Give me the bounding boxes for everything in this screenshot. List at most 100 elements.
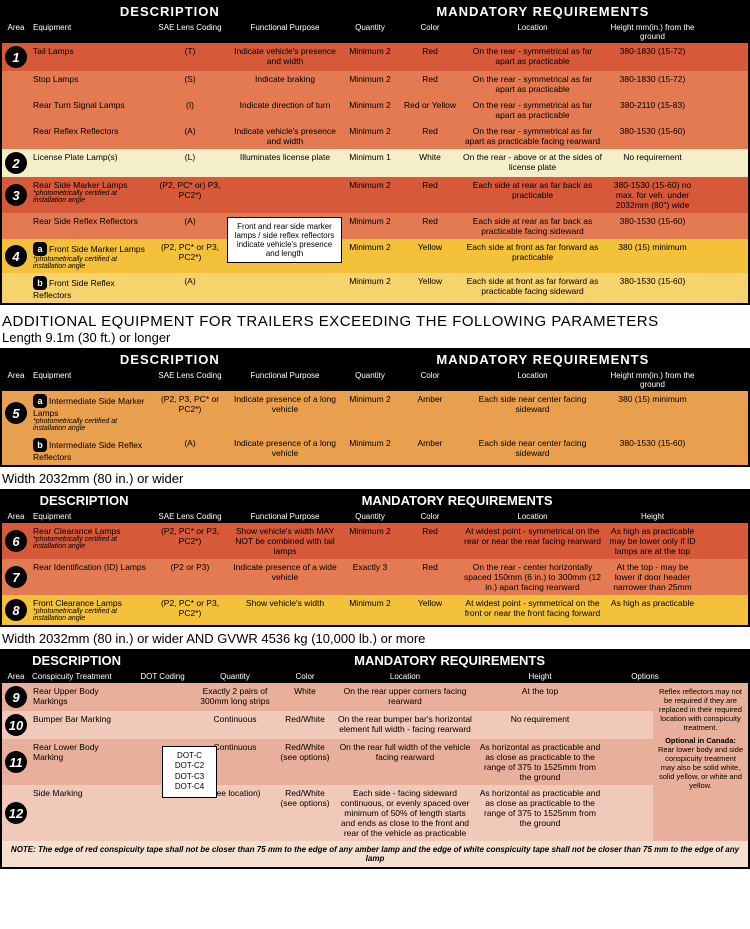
- section-9-12: DESCRIPTION MANDATORY REQUIREMENTS Area …: [0, 649, 750, 869]
- hdr-mandatory: MANDATORY REQUIREMENTS: [338, 2, 748, 21]
- qty-cell: Minimum 1: [340, 149, 400, 177]
- func-cell: Indicate direction of turn: [230, 97, 340, 123]
- hdr-description: DESCRIPTION: [2, 2, 338, 21]
- section-5: DESCRIPTION MANDATORY REQUIREMENTS Area …: [0, 348, 750, 467]
- loc-cell: On the rear - symmetrical as far apart a…: [460, 71, 605, 97]
- loc-cell: At widest point - symmetrical on the fro…: [460, 595, 605, 625]
- qty-cell: Minimum 2: [340, 123, 400, 149]
- equipment-cell: Tail Lamps: [30, 43, 150, 71]
- height-cell: No requirement: [605, 149, 700, 177]
- heading-length: Length 9.1m (30 ft.) or longer: [0, 330, 750, 348]
- area-badge: 2: [5, 152, 27, 174]
- area-cell: 10: [2, 711, 30, 739]
- note-bottom: NOTE: The edge of red conspicuity tape s…: [2, 841, 748, 867]
- area-cell: [2, 123, 30, 149]
- area-cell: 5: [2, 391, 30, 435]
- table-row: 1Tail Lamps(T)Indicate vehicle's presenc…: [2, 43, 748, 71]
- height-cell: 380-1530 (15-60): [605, 123, 700, 149]
- area-badge: 7: [5, 566, 27, 588]
- area-cell: [2, 273, 30, 303]
- equipment-note: *photometrically certified at installati…: [33, 256, 147, 270]
- col-quantity: Quantity: [340, 21, 400, 43]
- rows-group-4: 4aFront Side Marker Lamps*photometricall…: [2, 239, 748, 303]
- sae-cell: (A): [150, 273, 230, 303]
- height-cell: 380 (15) minimum: [605, 391, 700, 435]
- height-cell: 380-2110 (15-83): [605, 97, 700, 123]
- table-row: 2License Plate Lamp(s)(L)Illuminates lic…: [2, 149, 748, 177]
- color-cell: Red/White (see options): [275, 785, 335, 841]
- header-row: DESCRIPTION MANDATORY REQUIREMENTS: [2, 491, 748, 510]
- col-height: Height mm(in.) from the ground: [605, 21, 700, 43]
- func-cell: Show vehicle's width MAY NOT be combined…: [230, 523, 340, 559]
- header-row: DESCRIPTION MANDATORY REQUIREMENTS: [2, 2, 748, 21]
- color-cell: Red: [400, 123, 460, 149]
- area-badge: 6: [5, 530, 27, 552]
- color-cell: Red: [400, 559, 460, 595]
- col-sae: SAE Lens Coding: [150, 21, 230, 43]
- heading-width: Width 2032mm (80 in.) or wider: [0, 471, 750, 489]
- area-badge: 12: [5, 802, 27, 824]
- qty-cell: Exactly 3: [340, 559, 400, 595]
- subheader-row: Area Equipment SAE Lens Coding Functiona…: [2, 21, 748, 43]
- equipment-note: *photometrically certified at installati…: [33, 418, 147, 432]
- height-cell: 380-1530 (15-60): [605, 435, 700, 465]
- table-row: 7Rear Identification (ID) Lamps(P2 or P3…: [2, 559, 748, 595]
- equipment-cell: Rear Upper Body Markings: [30, 683, 130, 711]
- equipment-name: Front Clearance Lamps: [33, 598, 122, 608]
- equipment-name: License Plate Lamp(s): [33, 152, 118, 162]
- table-row: bFront Side Reflex Reflectors(A)Minimum …: [2, 273, 748, 303]
- height-cell: As high as practicable may be lower only…: [605, 523, 700, 559]
- table-row: Rear Side Reflex Reflectors(A)Minimum 2R…: [2, 213, 748, 239]
- sae-cell: (S): [150, 71, 230, 97]
- callout-marker-lamps: Front and rear side marker lamps / side …: [227, 217, 342, 263]
- color-cell: Red: [400, 523, 460, 559]
- func-cell: Illuminates license plate: [230, 149, 340, 177]
- area-badge: 10: [5, 714, 27, 736]
- options-box: Reflex reflectors may not be required if…: [653, 683, 748, 841]
- height-cell: 380-1830 (15-72): [605, 43, 700, 71]
- equipment-note: *photometrically certified at installati…: [33, 536, 147, 550]
- qty-cell: Minimum 2: [340, 43, 400, 71]
- dot-cell: [130, 711, 195, 739]
- loc-cell: On the rear - symmetrical as far apart a…: [460, 97, 605, 123]
- equipment-note: *photometrically certified at installati…: [33, 190, 147, 204]
- func-cell: Indicate braking: [230, 71, 340, 97]
- sae-cell: (P2, PC* or) P3, PC2*): [150, 177, 230, 213]
- sub-badge: b: [33, 438, 47, 452]
- sae-cell: (P2, PC* or P3, PC2*): [150, 523, 230, 559]
- col-location: Location: [460, 21, 605, 43]
- loc-cell: Each side near center facing sideward: [460, 391, 605, 435]
- func-cell: Indicate presence of a long vehicle: [230, 435, 340, 465]
- color-cell: Red or Yellow: [400, 97, 460, 123]
- qty-cell: Continuous: [195, 711, 275, 739]
- equipment-name: Rear Identification (ID) Lamps: [33, 562, 146, 572]
- table-row: 6Rear Clearance Lamps*photometrically ce…: [2, 523, 748, 559]
- area-cell: 4: [2, 239, 30, 273]
- area-badge: 11: [5, 751, 27, 773]
- equipment-name: Rear Side Marker Lamps: [33, 180, 127, 190]
- color-cell: Red/White: [275, 711, 335, 739]
- loc-cell: On the rear - above or at the sides of l…: [460, 149, 605, 177]
- table-row: 5aIntermediate Side Marker Lamps*photome…: [2, 391, 748, 435]
- qty-cell: Minimum 2: [340, 177, 400, 213]
- height-cell: 380-1830 (15-72): [605, 71, 700, 97]
- loc-cell: Each side near center facing sideward: [460, 435, 605, 465]
- area-cell: 9: [2, 683, 30, 711]
- equipment-cell: Rear Clearance Lamps*photometrically cer…: [30, 523, 150, 559]
- qty-cell: Minimum 2: [340, 523, 400, 559]
- color-cell: Red/White (see options): [275, 739, 335, 785]
- color-cell: White: [275, 683, 335, 711]
- height-cell: 380-1530 (15-60) no max. for veh. under …: [605, 177, 700, 213]
- height-cell: No requirement: [475, 711, 605, 739]
- area-badge: 4: [5, 245, 27, 267]
- area-cell: 2: [2, 149, 30, 177]
- equipment-name: Intermediate Side Marker Lamps: [33, 396, 144, 418]
- qty-cell: Minimum 2: [340, 273, 400, 303]
- color-cell: White: [400, 149, 460, 177]
- subheader-row: Area Conspicuity Treatment DOT Coding Qu…: [2, 670, 748, 683]
- sae-cell: (A): [150, 123, 230, 149]
- func-cell: Indicate vehicle's presence and width: [230, 43, 340, 71]
- sae-cell: (I): [150, 97, 230, 123]
- color-cell: Red: [400, 43, 460, 71]
- area-badge: 5: [5, 402, 27, 424]
